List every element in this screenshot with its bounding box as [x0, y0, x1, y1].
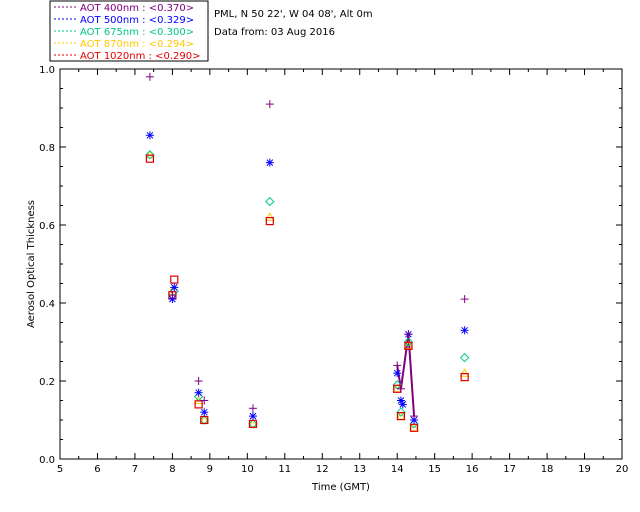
legend-entry: AOT 1020nm : <0.290> — [80, 51, 200, 62]
point-675nm — [403, 337, 414, 347]
x-tick-label: 16 — [466, 464, 479, 475]
point-1020nm — [145, 154, 155, 163]
x-tick-label: 20 — [616, 464, 629, 475]
legend-entry: AOT 500nm : <0.329> — [80, 15, 194, 26]
point-400nm — [460, 295, 469, 304]
connecting-line — [396, 334, 416, 417]
x-tick-label: 11 — [278, 464, 291, 475]
point-1020nm — [200, 415, 209, 425]
x-tick-label: 14 — [391, 464, 404, 475]
legend-entry: AOT 870nm : <0.294> — [80, 39, 194, 50]
point-500nm — [398, 400, 407, 409]
point-400nm — [393, 361, 402, 370]
point-400nm — [248, 404, 257, 413]
point-500nm — [194, 388, 203, 397]
x-tick-label: 17 — [503, 464, 516, 475]
x-tick-label: 9 — [207, 464, 213, 475]
y-axis-label: Aerosol Optical Thickness — [26, 200, 37, 328]
series-layer — [145, 72, 470, 432]
point-500nm — [265, 158, 274, 167]
point-400nm — [194, 377, 203, 385]
site-header: PML, N 50 22', W 04 08', Alt 0m — [214, 9, 373, 20]
point-675nm — [459, 352, 470, 363]
axes: 5 6 7 8 9 10 11 12 13 14 15 16 17 18 19 20 0.0 0.2 0.4 0.6 0… — [39, 65, 628, 475]
point-1020nm — [409, 423, 419, 432]
point-500nm — [170, 283, 179, 292]
x-tick-label: 6 — [94, 464, 100, 475]
point-400nm — [168, 291, 177, 300]
x-tick-label: 7 — [132, 464, 138, 475]
point-1020nm — [170, 275, 179, 284]
point-400nm — [404, 330, 413, 339]
y-tick-label: 0.2 — [39, 377, 55, 388]
legend: AOT 400nm : <0.370>AOT 500nm : <0.329>AO… — [49, 0, 209, 62]
point-675nm — [265, 196, 275, 207]
point-500nm — [460, 326, 469, 335]
point-1020nm — [248, 419, 258, 428]
x-tick-label: 15 — [428, 464, 441, 475]
x-tick-label: 10 — [241, 464, 254, 475]
point-500nm — [200, 408, 209, 417]
point-675nm — [145, 150, 155, 160]
y-tick-label: 1.0 — [39, 65, 55, 76]
legend-box — [49, 0, 209, 62]
point-675nm — [396, 407, 406, 417]
point-500nm — [248, 412, 257, 421]
point-400nm — [145, 72, 154, 81]
x-tick-label: 8 — [169, 464, 175, 475]
point-400nm — [396, 384, 405, 393]
x-tick-label: 18 — [541, 464, 554, 475]
y-tick-label: 0.4 — [39, 299, 55, 310]
point-1020nm — [460, 373, 469, 382]
point-1020nm — [404, 341, 413, 350]
y-tick-label: 0.8 — [39, 143, 55, 154]
point-870nm — [145, 149, 155, 159]
x-tick-label: 13 — [353, 464, 366, 475]
x-tick-label: 12 — [316, 464, 329, 475]
point-400nm — [200, 396, 209, 405]
point-1020nm — [396, 412, 406, 421]
point-870nm — [264, 212, 275, 221]
point-400nm — [265, 100, 274, 109]
point-1020nm — [265, 217, 274, 226]
y-tick-label: 0.6 — [39, 221, 55, 232]
point-1020nm — [194, 400, 203, 409]
point-500nm — [145, 131, 154, 140]
x-tick-label: 19 — [578, 464, 591, 475]
point-400nm — [410, 412, 419, 421]
x-axis-label: Time (GMT) — [311, 482, 370, 493]
point-870nm — [459, 368, 470, 377]
x-tick-label: 5 — [57, 464, 63, 475]
date-header: Data from: 03 Aug 2016 — [214, 27, 335, 38]
legend-entry: AOT 675nm : <0.300> — [80, 27, 194, 38]
y-tick-label: 0.0 — [39, 455, 55, 466]
legend-entry: AOT 400nm : <0.370> — [80, 3, 194, 14]
point-500nm — [393, 369, 402, 378]
plot-frame — [59, 68, 623, 460]
